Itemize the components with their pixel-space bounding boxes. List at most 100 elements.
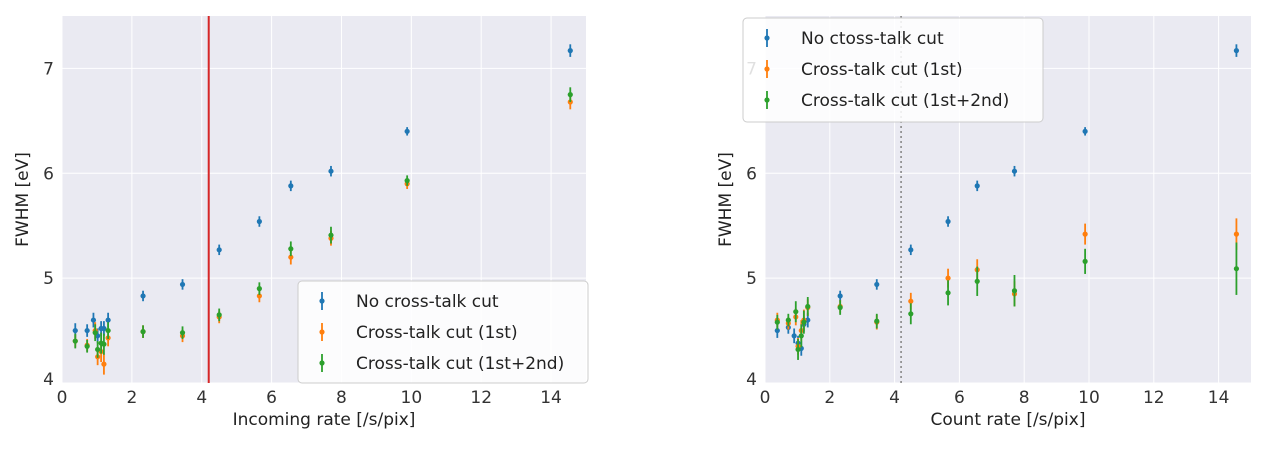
y-tick-label: 7 [43,59,54,79]
data-point [288,246,294,252]
chart-left: 0 2 4 6 8 10 12 14 4 5 6 7 Incoming rate [/s/pix] FWH… [13,16,589,430]
x-tick-label: 0 [760,388,771,408]
x-axis-label: Incoming rate [/s/pix] [233,410,416,430]
data-point [945,290,951,296]
y-tick-label: 6 [43,164,54,184]
y-tick-label: 6 [746,164,757,184]
data-point [95,346,101,353]
data-point [945,218,951,225]
x-tick-label: 2 [824,388,835,408]
data-point [101,325,107,332]
data-point [805,317,811,323]
data-point [84,343,90,349]
y-axis-label: FWHM [eV] [13,152,33,247]
data-point [945,275,951,281]
data-point [105,317,111,323]
data-point [874,318,880,324]
data-point [837,293,843,299]
y-tick-label: 5 [43,269,54,289]
data-point [256,293,262,299]
data-point [567,48,573,54]
legend-marker [319,360,325,366]
x-tick-label: 4 [889,388,900,408]
data-point [328,168,334,174]
legend-marker [764,66,770,72]
data-point [179,281,186,288]
legend: No cross-talk cut Cross-talk cut (1st) Cro… [297,280,589,384]
data-point [92,330,98,336]
data-point [567,92,573,98]
data-point [404,128,410,134]
data-point [72,327,78,334]
data-point [140,329,146,335]
y-axis-label: FWHM [eV] [716,152,736,247]
data-point [288,254,294,260]
x-tick-label: 8 [336,388,347,408]
data-point [874,281,880,288]
x-axis-label: Count rate [/s/pix] [931,410,1086,430]
data-point [256,218,262,225]
x-tick-label: 12 [470,388,492,408]
data-point [101,341,107,347]
legend-label: Cross-talk cut (1st) [801,60,963,80]
data-point [974,183,980,189]
data-point [1233,266,1240,272]
data-point [908,298,914,304]
data-point [1082,231,1088,237]
legend: No ctoss-talk cut Cross-talk cut (1st) Cro… [742,17,1044,123]
data-point [785,317,791,323]
data-point [256,286,262,292]
x-tick-label: 2 [126,388,137,408]
data-point [179,330,186,336]
data-point [837,304,843,311]
legend-marker [764,97,770,103]
data-point [404,178,410,184]
series-2 [72,87,573,358]
data-point [805,303,811,310]
legend-label: Cross-talk cut (1st) [356,323,518,343]
x-tick-label: 10 [401,388,423,408]
data-point [1082,258,1088,264]
data-point [791,333,797,339]
data-point [801,319,807,325]
x-tick-label: 14 [540,388,562,408]
y-tick-label: 4 [746,370,757,390]
legend-marker [319,329,325,335]
data-point [216,247,222,253]
legend-label: No ctoss-talk cut [801,29,944,49]
legend-marker [319,298,325,304]
x-tick-label: 6 [954,388,965,408]
x-tick-label: 0 [57,388,68,408]
series-2 [774,242,1240,360]
data-point [798,333,804,339]
data-point [908,247,914,253]
data-point [328,232,334,238]
x-tick-label: 14 [1208,388,1230,408]
data-point [795,346,801,353]
legend-label: No cross-talk cut [356,292,499,312]
data-point [774,327,780,334]
data-point [1233,48,1240,54]
data-point [140,293,146,299]
legend-label: Cross-talk cut (1st+2nd) [356,354,564,374]
data-point [774,319,780,325]
data-point [1011,168,1018,174]
series-0 [72,44,573,344]
data-point [908,311,914,317]
legend-box [297,280,589,384]
y-tick-label: 5 [746,269,757,289]
data-point [84,327,90,334]
data-point [288,183,294,189]
data-point [216,312,222,318]
data-point [90,317,97,323]
x-tick-label: 6 [266,388,277,408]
x-tick-label: 12 [1143,388,1165,408]
legend-label: Cross-talk cut (1st+2nd) [801,91,1009,111]
data-point [1233,231,1240,237]
data-point [72,338,78,344]
data-point [974,278,980,284]
x-tick-label: 10 [1078,388,1100,408]
chart-right: 024681012144567Count rate [/s/pix]FWHM [… [716,16,1251,430]
data-point [101,361,107,367]
